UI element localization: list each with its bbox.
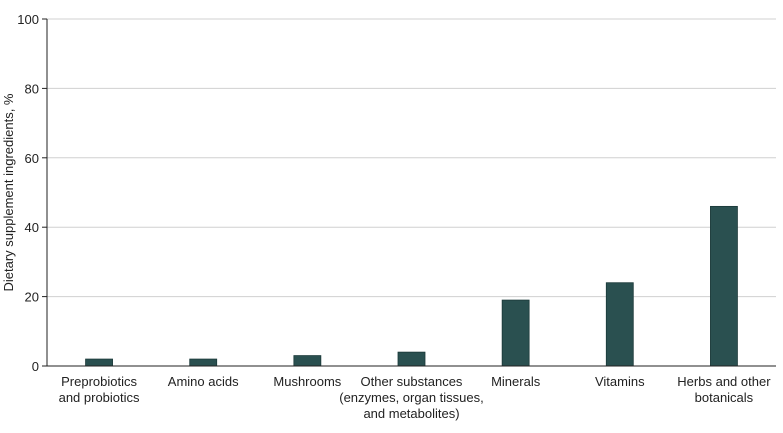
y-tick-label: 0 bbox=[32, 359, 39, 374]
y-tick-label: 100 bbox=[17, 12, 39, 27]
x-category-label: and probiotics bbox=[59, 390, 140, 405]
bar bbox=[710, 205, 738, 367]
x-category-label: botanicals bbox=[695, 390, 754, 405]
bar bbox=[397, 351, 426, 367]
x-category-label: Preprobiotics bbox=[61, 374, 137, 389]
x-category-label: (enzymes, organ tissues, bbox=[339, 390, 484, 405]
y-tick-label: 60 bbox=[25, 151, 39, 166]
x-category-label: Amino acids bbox=[168, 374, 239, 389]
bars bbox=[85, 205, 738, 367]
bar bbox=[605, 282, 634, 367]
y-tick-label: 40 bbox=[25, 220, 39, 235]
bar bbox=[293, 355, 322, 367]
bar bbox=[85, 358, 113, 367]
x-category-label: Other substances bbox=[361, 374, 463, 389]
bar bbox=[501, 299, 530, 367]
y-tick-label: 20 bbox=[25, 290, 39, 305]
y-axis-title: Dietary supplement ingredients, % bbox=[1, 93, 16, 291]
gridlines bbox=[47, 18, 776, 298]
bar bbox=[189, 358, 218, 367]
y-tick-labels: 0 20 40 60 80 100 bbox=[17, 12, 47, 374]
x-category-label: Minerals bbox=[491, 374, 541, 389]
x-category-label: Vitamins bbox=[595, 374, 645, 389]
x-category-label: Herbs and other bbox=[677, 374, 771, 389]
x-category-label: and metabolites) bbox=[363, 406, 459, 421]
x-category-label: Mushrooms bbox=[273, 374, 341, 389]
y-tick-label: 80 bbox=[25, 81, 39, 96]
